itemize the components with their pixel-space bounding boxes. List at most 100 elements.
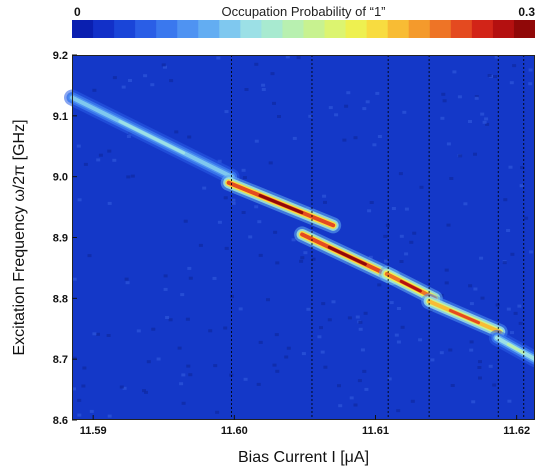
noise-pixel — [181, 401, 186, 405]
noise-pixel — [520, 166, 525, 170]
noise-pixel — [112, 158, 117, 162]
band-core — [506, 342, 526, 355]
noise-pixel — [510, 331, 514, 335]
colorbar — [72, 20, 535, 38]
noise-pixel — [477, 366, 482, 369]
noise-pixel — [492, 383, 497, 387]
noise-pixel — [478, 376, 482, 380]
noise-pixel — [517, 304, 522, 308]
y-tick-label: 9.2 — [53, 50, 68, 62]
noise-pixel — [502, 261, 507, 265]
noise-pixel — [272, 101, 276, 105]
noise-pixel — [76, 144, 81, 148]
noise-pixel — [474, 95, 479, 99]
noise-pixel — [524, 216, 529, 220]
noise-pixel — [328, 106, 333, 110]
noise-pixel — [463, 202, 468, 206]
noise-pixel — [457, 95, 462, 99]
noise-pixel — [258, 253, 263, 257]
noise-pixel — [331, 300, 336, 304]
noise-pixel — [254, 139, 259, 143]
noise-pixel — [396, 409, 401, 413]
noise-pixel — [217, 159, 222, 163]
colorbar-swatch — [387, 20, 410, 38]
noise-pixel — [404, 207, 409, 211]
noise-pixels — [72, 55, 534, 418]
noise-pixel — [187, 135, 192, 139]
noise-pixel — [419, 185, 424, 189]
noise-pixel — [442, 99, 447, 103]
noise-pixel — [473, 287, 478, 291]
band-segment — [421, 293, 508, 340]
noise-pixel — [254, 62, 259, 66]
noise-pixel — [399, 260, 404, 263]
noise-pixel — [96, 158, 101, 162]
noise-pixel — [518, 321, 523, 325]
noise-pixel — [242, 176, 247, 180]
plot-area — [64, 55, 535, 420]
noise-pixel — [142, 389, 146, 393]
noise-pixel — [96, 332, 100, 336]
noise-pixel — [404, 252, 409, 256]
noise-pixel — [277, 115, 281, 118]
noise-pixel — [410, 399, 415, 403]
noise-pixel — [169, 79, 174, 83]
noise-pixel — [248, 235, 253, 239]
noise-pixel — [112, 76, 117, 80]
noise-pixel — [394, 333, 399, 337]
noise-pixel — [488, 364, 493, 368]
noise-pixel — [412, 231, 417, 235]
noise-pixel — [358, 320, 363, 324]
x-axis-label: Bias Current I [μA] — [238, 449, 369, 466]
colorbar-swatch — [240, 20, 262, 38]
noise-pixel — [494, 55, 499, 59]
noise-pixel — [363, 311, 368, 315]
noise-pixel — [349, 396, 354, 400]
noise-pixel — [364, 387, 369, 391]
noise-pixel — [77, 198, 82, 202]
noise-pixel — [244, 88, 249, 91]
noise-pixel — [179, 382, 184, 386]
noise-pixel — [185, 317, 190, 321]
noise-pixel — [362, 369, 367, 373]
colorbar-title: Occupation Probability of “1” — [221, 4, 385, 19]
noise-pixel — [396, 340, 401, 344]
noise-pixel — [188, 373, 193, 377]
noise-pixel — [375, 91, 380, 95]
noise-pixel — [362, 107, 367, 111]
noise-pixel — [89, 409, 94, 413]
noise-pixel — [168, 318, 173, 322]
band-core — [448, 309, 481, 325]
noise-pixel — [444, 268, 449, 272]
noise-pixel — [344, 104, 349, 108]
y-tick-label: 8.9 — [53, 233, 68, 245]
noise-pixel — [270, 72, 275, 76]
noise-pixel — [174, 130, 179, 134]
band-segment — [64, 89, 240, 185]
noise-pixel — [430, 358, 435, 362]
y-tick-label: 9.0 — [53, 172, 68, 184]
noise-pixel — [136, 329, 141, 333]
noise-pixel — [482, 120, 487, 124]
noise-pixel — [487, 74, 492, 77]
colorbar-swatch — [324, 20, 347, 38]
noise-pixel — [161, 63, 166, 67]
noise-pixel — [165, 316, 170, 319]
noise-pixel — [213, 364, 218, 368]
noise-pixel — [323, 365, 328, 369]
noise-pixel — [284, 355, 289, 359]
noise-pixel — [72, 387, 76, 391]
noise-pixel — [187, 266, 192, 270]
colorbar-swatch — [177, 20, 199, 38]
noise-pixel — [353, 403, 358, 407]
noise-pixel — [398, 172, 403, 176]
noise-pixel — [377, 135, 382, 138]
noise-pixel — [186, 364, 191, 368]
noise-pixel — [177, 346, 182, 350]
noise-pixel — [146, 360, 151, 364]
noise-pixel — [98, 153, 103, 157]
colorbar-swatch — [198, 20, 220, 38]
y-tick-label: 8.7 — [53, 354, 68, 366]
noise-pixel — [163, 287, 168, 291]
